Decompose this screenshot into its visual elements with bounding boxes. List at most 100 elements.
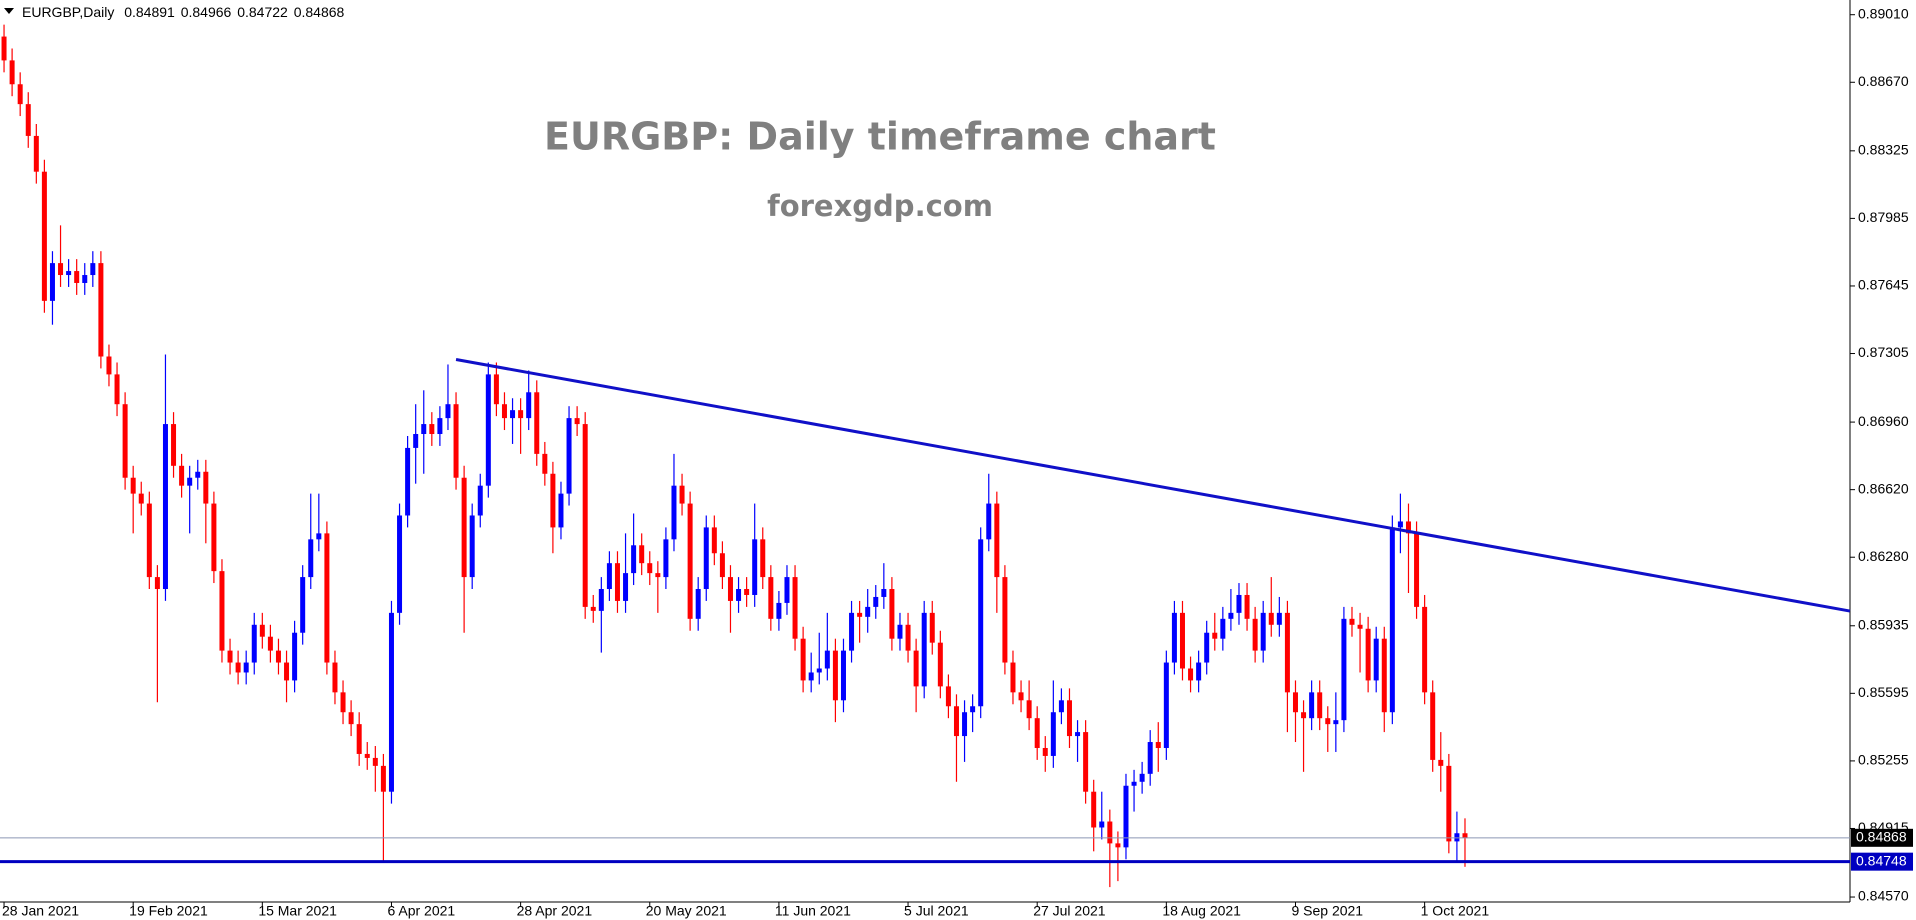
candle-body bbox=[332, 662, 338, 693]
candle-body bbox=[219, 571, 225, 651]
candle-body bbox=[461, 477, 467, 578]
candle-body bbox=[58, 263, 64, 276]
high-value: 0.84966 bbox=[181, 4, 232, 20]
candle-body bbox=[1349, 618, 1355, 625]
candle-body bbox=[881, 589, 887, 597]
current-price-box bbox=[1851, 828, 1913, 847]
candle-body bbox=[74, 271, 80, 283]
candle-body bbox=[808, 672, 814, 681]
candle-body bbox=[703, 527, 709, 590]
candle-body bbox=[606, 563, 612, 590]
candle-body bbox=[727, 577, 733, 601]
candle-body bbox=[598, 589, 604, 611]
candle-body bbox=[614, 563, 620, 601]
candle-body bbox=[655, 573, 661, 578]
candle-body bbox=[679, 485, 685, 504]
candle-body bbox=[1204, 632, 1210, 663]
candle-body bbox=[356, 724, 362, 754]
candle-body bbox=[397, 515, 403, 613]
candle-body bbox=[978, 539, 984, 707]
candle-body bbox=[1422, 606, 1428, 693]
candle-body bbox=[711, 527, 717, 554]
candle-body bbox=[316, 533, 322, 540]
y-tick-label: 0.85595 bbox=[1858, 684, 1909, 700]
candle-body bbox=[1171, 612, 1177, 663]
candle-body bbox=[1414, 533, 1420, 607]
candle-body bbox=[259, 624, 265, 637]
candle-body bbox=[203, 471, 209, 504]
candle-body bbox=[913, 650, 919, 687]
candle-body bbox=[1018, 692, 1024, 701]
candle-body bbox=[292, 632, 298, 681]
candle-body bbox=[937, 642, 943, 687]
candle-body bbox=[816, 668, 822, 673]
y-tick-label: 0.86620 bbox=[1858, 480, 1909, 496]
candle-body bbox=[1389, 527, 1395, 713]
candle-body bbox=[1123, 785, 1129, 848]
candle-body bbox=[1365, 628, 1371, 681]
candle-body bbox=[897, 624, 903, 639]
candle-body bbox=[1026, 700, 1032, 719]
candle-body bbox=[1091, 791, 1097, 828]
candle-body bbox=[364, 753, 370, 758]
support-price-label: 0.84748 bbox=[1856, 852, 1907, 868]
candle-body bbox=[671, 485, 677, 540]
candle-body bbox=[768, 577, 774, 619]
candle-body bbox=[1228, 612, 1234, 619]
candle-body bbox=[106, 356, 112, 375]
candle-body bbox=[413, 434, 419, 448]
candle-body bbox=[421, 424, 427, 435]
candle-body bbox=[114, 374, 120, 405]
candle-body bbox=[9, 60, 15, 85]
candle-body bbox=[1333, 720, 1339, 725]
candle-body bbox=[122, 404, 128, 478]
candle-body bbox=[824, 650, 830, 669]
candle-body bbox=[857, 612, 863, 617]
candle-body bbox=[695, 589, 701, 619]
candle-body bbox=[639, 545, 645, 564]
y-tick-label: 0.84570 bbox=[1858, 888, 1909, 904]
candle-body bbox=[1252, 618, 1258, 651]
candle-body bbox=[243, 662, 249, 673]
candle-body bbox=[518, 410, 524, 419]
candle-body bbox=[889, 589, 895, 639]
candle-body bbox=[1284, 612, 1290, 693]
candle-body bbox=[1405, 521, 1411, 534]
candle-body bbox=[1268, 612, 1274, 625]
candle-body bbox=[33, 135, 39, 172]
candle-body bbox=[1317, 692, 1323, 719]
candle-body bbox=[469, 515, 475, 578]
candle-body bbox=[308, 539, 314, 578]
candle-body bbox=[1430, 692, 1436, 760]
candle-body bbox=[66, 271, 72, 276]
candle-body bbox=[1155, 742, 1161, 748]
candle-body bbox=[566, 418, 572, 494]
candle-body bbox=[388, 612, 394, 792]
support-price-box bbox=[1851, 852, 1913, 871]
candle-body bbox=[1212, 632, 1218, 639]
candle-body bbox=[1276, 612, 1282, 625]
candle-body bbox=[929, 612, 935, 643]
candle-body bbox=[1147, 742, 1153, 774]
candle-body bbox=[776, 602, 782, 619]
candle-body bbox=[1438, 759, 1444, 766]
candle-body bbox=[1131, 781, 1137, 786]
x-tick-label: 11 Jun 2021 bbox=[775, 903, 851, 919]
candle-body bbox=[485, 374, 491, 486]
candle-body bbox=[1058, 700, 1064, 713]
candle-body bbox=[1301, 712, 1307, 719]
candle-body bbox=[873, 596, 879, 607]
y-tick-label: 0.86960 bbox=[1858, 413, 1909, 429]
candle-body bbox=[1236, 594, 1242, 613]
candle-body bbox=[90, 263, 96, 276]
y-tick-label: 0.85935 bbox=[1858, 616, 1909, 632]
candle-body bbox=[1002, 577, 1008, 663]
menu-triangle[interactable] bbox=[4, 8, 14, 14]
symbol: EURGBP,Daily bbox=[22, 4, 114, 20]
y-tick-label: 0.88670 bbox=[1858, 73, 1909, 89]
candle-body bbox=[1099, 821, 1105, 828]
candle-body bbox=[340, 692, 346, 713]
candle-body bbox=[590, 606, 596, 611]
candle-body bbox=[760, 539, 766, 578]
